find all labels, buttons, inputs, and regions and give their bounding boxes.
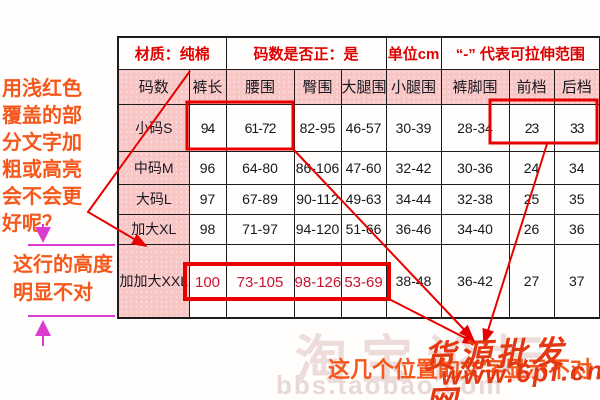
col-header-waist: 腰围 — [225, 68, 295, 105]
table-cell: 67-89 — [225, 183, 295, 215]
table-cell: 34 — [553, 150, 600, 185]
note-line: 明显不对 — [13, 282, 93, 304]
table-cell: 23 — [508, 103, 555, 152]
table-cell: 94-120 — [293, 213, 342, 245]
table-cell: 73-105 — [225, 243, 295, 319]
note-line: 粗或高亮 — [2, 159, 82, 181]
note-line: 会不会更 — [2, 186, 82, 208]
table-meta-row: 材质：纯棉 码数是否正：是 单位cm “-” 代表可拉伸范围 — [117, 36, 600, 70]
empty-subcell — [294, 245, 341, 265]
empty-subcell — [342, 301, 386, 317]
table-cell: 98 — [188, 213, 227, 245]
col-header-back-rise: 后档 — [553, 68, 600, 105]
table-cell: 33 — [553, 103, 600, 152]
empty-subcell — [190, 301, 226, 317]
table-cell: 47-60 — [340, 150, 387, 185]
xxl-value: 53-69 — [341, 265, 386, 301]
table-cell: 64-80 — [225, 150, 295, 185]
left-critique-note: 用浅红色 覆盖的部 分文字加 粗或高亮 会不会更 好呢？ — [2, 76, 82, 238]
table-cell: 97 — [188, 183, 227, 215]
row-label: 小码S — [117, 103, 190, 152]
row-label: 中码M — [117, 150, 190, 185]
table-cell: 35 — [553, 183, 600, 215]
col-header-size: 码数 — [117, 68, 190, 105]
table-cell: 53-69 — [340, 243, 387, 319]
col-header-hip: 臀围 — [293, 68, 342, 105]
col-header-front-rise: 前档 — [508, 68, 555, 105]
note-line: 这行的高度 — [13, 254, 113, 276]
table-cell: 24 — [508, 150, 555, 185]
col-header-calf: 小腿围 — [385, 68, 442, 105]
empty-subcell — [189, 245, 226, 265]
meta-size-accuracy: 码数是否正：是 — [225, 36, 387, 70]
note-line: 好呢？ — [2, 213, 62, 235]
table-cell: 26 — [508, 213, 555, 245]
col-header-pant-length: 裤长 — [188, 68, 227, 105]
table-row: 中码M 96 64-80 86-106 47-60 32-42 30-36 24… — [117, 150, 600, 185]
xxl-value: 98-126 — [294, 265, 341, 301]
table-cell: 27 — [508, 243, 555, 319]
note-line: 覆盖的部 — [2, 105, 82, 127]
xxl-value: 73-105 — [226, 265, 294, 301]
table-cell: 86-106 — [293, 150, 342, 185]
table-cell: 90-112 — [293, 183, 342, 215]
table-cell: 36-46 — [385, 213, 442, 245]
table-cell: 94 — [188, 103, 227, 152]
bottom-critique-note: 这几个位置的文字显示不对 — [328, 357, 593, 382]
table-cell: 30-39 — [385, 103, 442, 152]
table-cell: 46-57 — [340, 103, 387, 152]
table-cell: 100 — [188, 243, 227, 319]
row-label: 加大XL — [117, 213, 190, 245]
table-cell: 51-66 — [340, 213, 387, 245]
table-cell: 38-48 — [385, 243, 442, 319]
table-cell: 98-126 — [293, 243, 342, 319]
table-cell: 32-38 — [440, 183, 510, 215]
meta-unit: 单位cm — [385, 36, 442, 70]
note-line: 用浅红色 — [2, 78, 82, 100]
table-row: 大码L 97 67-89 90-112 49-63 34-44 32-38 25… — [117, 183, 600, 215]
table-cell: 61-72 — [225, 103, 295, 152]
table-cell: 71-97 — [225, 213, 295, 245]
taobao-url-watermark: bbs.taobao.com — [276, 370, 504, 400]
empty-subcell — [226, 245, 294, 265]
row-label: 大码L — [117, 183, 190, 215]
table-cell: 28-34 — [440, 103, 510, 152]
table-row-xxl: 加加大XXL 100 73-105 98-126 53-69 38- — [117, 243, 600, 319]
row-label: 加加大XXL — [117, 243, 190, 319]
meta-stretch-note: “-” 代表可拉伸范围 — [440, 36, 600, 70]
table-cell: 49-63 — [340, 183, 387, 215]
xxl-value: 100 — [189, 265, 226, 301]
table-cell: 32-42 — [385, 150, 442, 185]
table-cell: 36-42 — [440, 243, 510, 319]
meta-material: 材质：纯棉 — [117, 36, 227, 70]
table-cell: 34-40 — [440, 213, 510, 245]
table-cell: 36 — [553, 213, 600, 245]
table-cell: 25 — [508, 183, 555, 215]
col-header-thigh: 大腿围 — [340, 68, 387, 105]
table-cell: 30-36 — [440, 150, 510, 185]
table-header-row: 码数 裤长 腰围 臀围 大腿围 小腿围 裤脚围 前档 后档 — [117, 68, 600, 105]
size-chart-table: 材质：纯棉 码数是否正：是 单位cm “-” 代表可拉伸范围 码数 裤长 腰围 … — [117, 36, 600, 319]
site-url-watermark: www.6pf.cn — [440, 355, 600, 391]
table-cell: 37 — [553, 243, 600, 319]
col-header-leg-opening: 裤脚围 — [440, 68, 510, 105]
table-row: 小码S 94 61-72 82-95 46-57 30-39 28-34 23 … — [117, 103, 600, 152]
table-cell: 96 — [188, 150, 227, 185]
empty-subcell — [295, 301, 341, 317]
table-cell: 34-44 — [385, 183, 442, 215]
note-line: 分文字加 — [2, 132, 82, 154]
row-height-note: 这行的高度 明显不对 — [13, 251, 113, 307]
table-row: 加大XL 98 71-97 94-120 51-66 36-46 34-40 2… — [117, 213, 600, 245]
empty-subcell — [227, 301, 294, 317]
empty-subcell — [341, 245, 386, 265]
table-cell: 82-95 — [293, 103, 342, 152]
